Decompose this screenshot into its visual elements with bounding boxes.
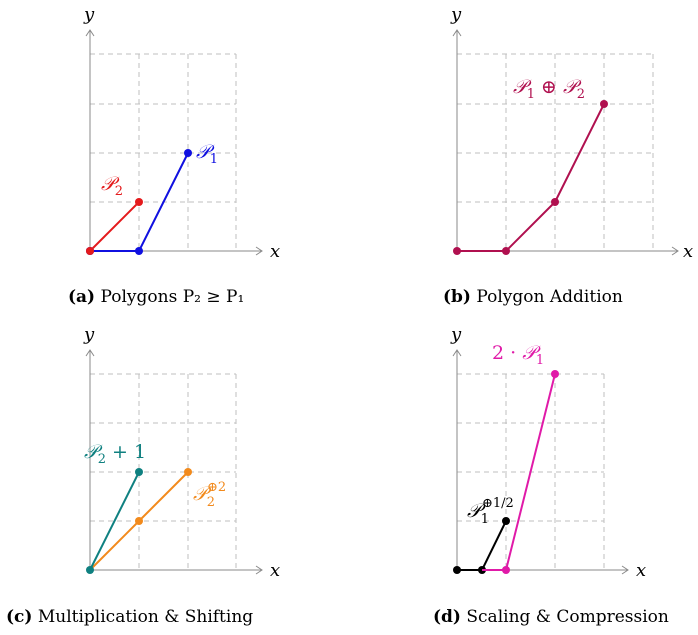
panel-a-x-label: x: [270, 241, 280, 262]
panel-b: x y 𝒫1 ⊕ 𝒫2 (b) Polygon Addition: [443, 4, 693, 307]
series-2p1-point: [551, 370, 559, 378]
series-p2-power-point: [184, 468, 192, 476]
series-p1-plus-p2-point: [600, 100, 608, 108]
series-p1-compressed-point: [502, 517, 510, 525]
series-p2-plus-1-label: 𝒫2 + 1: [84, 441, 146, 467]
panel-c-caption-text: Multiplication & Shifting: [38, 607, 253, 627]
panel-d-x-axis-arrow: [621, 565, 629, 575]
panel-b-y-label: y: [450, 4, 462, 25]
series-p1-plus-p2-point: [453, 247, 461, 255]
panel-b-grid: [457, 53, 654, 251]
panel-c-y-label: y: [83, 324, 95, 345]
panel-a-caption: (a) Polygons P₂ ≥ P₁: [68, 287, 244, 307]
panel-c-caption: (c) Multiplication & Shifting: [6, 607, 253, 627]
panel-c: x y 𝒫2 + 1 𝒫2⊕2 (c) Multiplication & Shi…: [6, 324, 280, 627]
panel-c-y-axis-arrow: [85, 349, 95, 357]
panel-a-caption-text: Polygons P₂ ≥ P₁: [101, 287, 245, 307]
series-p2-power: [89, 468, 192, 571]
panel-c-grid: [90, 373, 237, 570]
series-p2-plus-1: [86, 468, 143, 574]
panel-a: x y 𝒫2 𝒫1 (a) Polygons P₂ ≥ P₁: [68, 4, 280, 307]
series-p1-plus-p2-line: [457, 103, 605, 252]
series-2p1-label: 2 · 𝒫1: [492, 342, 544, 368]
panel-d-y-label: y: [450, 324, 462, 345]
panel-d: x y 2 · 𝒫1 𝒫1⊕1/2 (d) Scaling & Compress…: [433, 324, 669, 627]
series-p2-label: 𝒫2: [101, 173, 123, 199]
panel-b-caption-text: Polygon Addition: [476, 287, 622, 307]
series-p2: [86, 198, 143, 255]
series-p1-plus-p2-point: [551, 198, 559, 206]
series-p1-point: [135, 247, 143, 255]
panel-d-y-axis-arrow: [452, 349, 462, 357]
series-p1-plus-p2-point: [502, 247, 510, 255]
panel-a-x-axis-arrow: [255, 246, 263, 256]
series-p2-power-label: 𝒫2⊕2: [193, 480, 226, 510]
series-p2-origin-point: [86, 247, 94, 255]
panel-d-caption-tag: (d): [433, 607, 461, 627]
panel-c-x-label: x: [270, 560, 280, 581]
series-p1-compressed-point: [453, 566, 461, 574]
panel-c-x-axis-arrow: [255, 565, 263, 575]
series-2p1: [482, 370, 559, 574]
series-p2-power-point: [135, 517, 143, 525]
series-p2-plus-1-point: [135, 468, 143, 476]
series-p2-plus-1-point: [86, 566, 94, 574]
panel-c-caption-tag: (c): [6, 607, 32, 627]
series-p2-plus-1-line: [89, 471, 140, 571]
series-p1-plus-p2: [453, 100, 608, 255]
panel-a-y-axis-arrow: [85, 29, 95, 37]
series-p2-point: [135, 198, 143, 206]
panel-d-caption-text: Scaling & Compression: [466, 607, 668, 627]
panel-b-x-label: x: [683, 241, 693, 262]
series-p1-compressed-line: [457, 520, 507, 571]
series-2p1-point: [502, 566, 510, 574]
series-2p1-line: [482, 373, 556, 571]
series-p1-point: [184, 149, 192, 157]
series-p1-label: 𝒫1: [196, 141, 218, 167]
panel-d-x-label: x: [636, 560, 646, 581]
panel-b-caption-tag: (b): [443, 287, 471, 307]
series-p1-plus-p2-label: 𝒫1 ⊕ 𝒫2: [513, 76, 585, 102]
panel-b-y-axis-arrow: [452, 29, 462, 37]
panel-d-caption: (d) Scaling & Compression: [433, 607, 669, 627]
panel-b-caption: (b) Polygon Addition: [443, 287, 623, 307]
panel-b-x-axis-arrow: [671, 246, 679, 256]
panel-a-y-label: y: [83, 4, 95, 25]
panel-a-caption-tag: (a): [68, 287, 95, 307]
series-p2-line: [89, 201, 140, 252]
